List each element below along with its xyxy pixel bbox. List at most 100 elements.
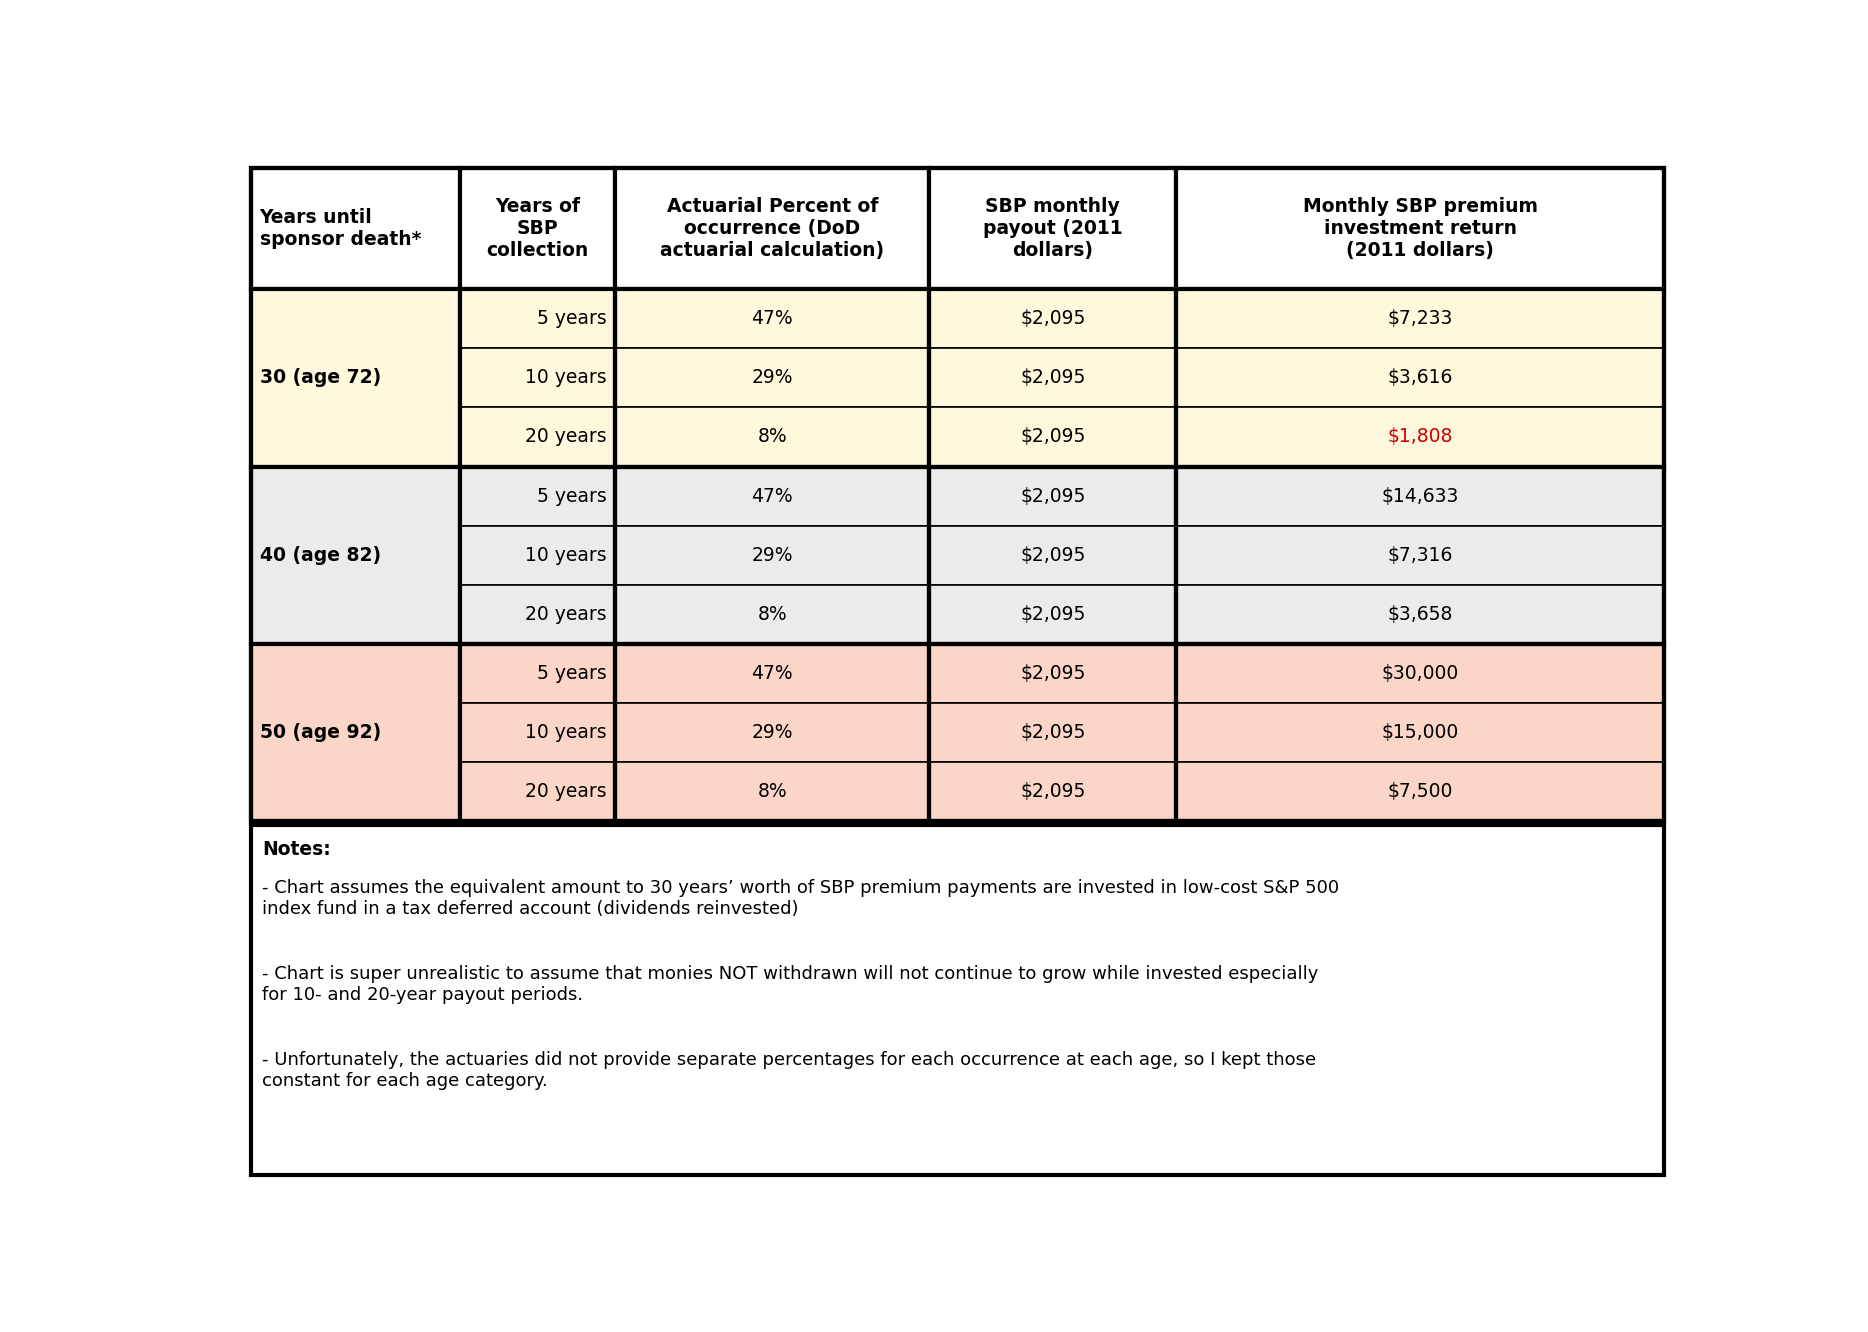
Bar (928, 762, 1177, 822)
Bar (460, 585, 615, 643)
Bar (250, 643, 460, 822)
Text: $2,095: $2,095 (1020, 665, 1085, 683)
Bar (615, 466, 928, 526)
Bar (460, 466, 615, 643)
Bar (928, 466, 1177, 643)
Text: 29%: 29% (751, 546, 794, 565)
Bar (928, 526, 1177, 585)
Text: 5 years: 5 years (536, 665, 607, 683)
Text: 5 years: 5 years (536, 486, 607, 506)
Bar (928, 643, 1177, 822)
Text: 47%: 47% (751, 486, 794, 506)
Bar (1177, 168, 1664, 289)
Text: Years of
SBP
collection: Years of SBP collection (486, 197, 588, 260)
Bar (1177, 348, 1664, 408)
Bar (1177, 289, 1664, 466)
Bar (928, 289, 1177, 348)
Text: $2,095: $2,095 (1020, 723, 1085, 742)
Text: $2,095: $2,095 (1020, 428, 1085, 446)
Text: 10 years: 10 years (525, 723, 607, 742)
Text: 50 (age 92): 50 (age 92) (260, 723, 381, 742)
Bar (460, 526, 615, 585)
Bar (460, 289, 615, 466)
Bar (1177, 643, 1664, 822)
Bar (460, 289, 615, 348)
Text: $30,000: $30,000 (1382, 665, 1459, 683)
Text: 20 years: 20 years (525, 428, 607, 446)
Text: $14,633: $14,633 (1382, 486, 1459, 506)
Bar (928, 643, 1177, 703)
Text: 8%: 8% (757, 428, 786, 446)
Text: 8%: 8% (757, 605, 786, 623)
Bar (615, 585, 928, 643)
Bar (460, 643, 615, 822)
Text: 29%: 29% (751, 723, 794, 742)
Bar (615, 762, 928, 822)
Bar (615, 289, 928, 348)
Text: $2,095: $2,095 (1020, 486, 1085, 506)
Bar (615, 289, 928, 466)
Text: 40 (age 82): 40 (age 82) (260, 546, 381, 565)
Bar (250, 168, 460, 289)
Bar (250, 168, 1664, 822)
Bar (460, 168, 615, 289)
Bar (250, 289, 460, 466)
Bar (1177, 466, 1664, 526)
Text: $7,316: $7,316 (1388, 546, 1453, 565)
Text: $2,095: $2,095 (1020, 309, 1085, 328)
Text: SBP monthly
payout (2011
dollars): SBP monthly payout (2011 dollars) (983, 197, 1123, 260)
Bar (1177, 643, 1664, 703)
Text: Years until
sponsor death*: Years until sponsor death* (260, 208, 420, 249)
Text: 10 years: 10 years (525, 546, 607, 565)
Text: $2,095: $2,095 (1020, 782, 1085, 802)
Bar (928, 703, 1177, 762)
Bar (615, 703, 928, 762)
Bar (928, 408, 1177, 466)
Text: 29%: 29% (751, 368, 794, 388)
Text: 20 years: 20 years (525, 782, 607, 802)
Text: $2,095: $2,095 (1020, 546, 1085, 565)
Text: $1,808: $1,808 (1388, 428, 1453, 446)
Bar (460, 348, 615, 408)
Text: 8%: 8% (757, 782, 786, 802)
Bar (460, 466, 615, 526)
Bar (615, 466, 928, 643)
Bar (928, 168, 1177, 289)
Text: $15,000: $15,000 (1382, 723, 1459, 742)
Bar (250, 466, 460, 643)
Bar (928, 289, 1177, 466)
Text: 30 (age 72): 30 (age 72) (260, 368, 381, 388)
Bar (615, 643, 928, 822)
Text: - Unfortunately, the actuaries did not provide separate percentages for each occ: - Unfortunately, the actuaries did not p… (262, 1051, 1317, 1090)
Bar (1177, 526, 1664, 585)
Bar (1177, 762, 1664, 822)
Text: - Chart assumes the equivalent amount to 30 years’ worth of SBP premium payments: - Chart assumes the equivalent amount to… (262, 879, 1339, 918)
Text: 20 years: 20 years (525, 605, 607, 623)
Text: Actuarial Percent of
occurrence (DoD
actuarial calculation): Actuarial Percent of occurrence (DoD act… (659, 197, 884, 260)
Bar (928, 348, 1177, 408)
Text: $3,616: $3,616 (1388, 368, 1453, 388)
Text: Notes:: Notes: (262, 840, 331, 859)
Text: 10 years: 10 years (525, 368, 607, 388)
Text: Monthly SBP premium
investment return
(2011 dollars): Monthly SBP premium investment return (2… (1302, 197, 1537, 260)
Text: $2,095: $2,095 (1020, 368, 1085, 388)
Text: $3,658: $3,658 (1388, 605, 1453, 623)
Bar (1177, 466, 1664, 643)
Text: - Chart is super unrealistic to assume that monies NOT withdrawn will not contin: - Chart is super unrealistic to assume t… (262, 964, 1319, 1004)
Bar (1177, 408, 1664, 466)
Text: 47%: 47% (751, 309, 794, 328)
Bar (1177, 703, 1664, 762)
Bar (928, 466, 1177, 526)
Bar (460, 703, 615, 762)
Bar (615, 408, 928, 466)
Bar (615, 168, 928, 289)
Bar (460, 643, 615, 703)
Bar (928, 585, 1177, 643)
Text: $7,233: $7,233 (1388, 309, 1453, 328)
Bar (615, 348, 928, 408)
Text: 5 years: 5 years (536, 309, 607, 328)
Bar (250, 826, 1664, 1175)
Text: $7,500: $7,500 (1388, 782, 1453, 802)
Bar (615, 526, 928, 585)
Bar (1177, 585, 1664, 643)
